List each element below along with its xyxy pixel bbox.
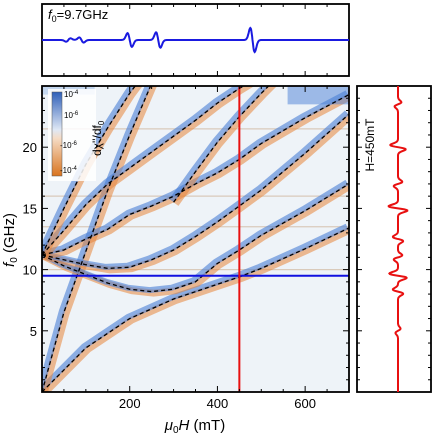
fit-curve-6 — [42, 86, 136, 256]
x-tick-label: 600 — [294, 396, 316, 411]
resonance-positive-1 — [42, 86, 152, 392]
colorbar-ticks: 10-4 10-6 -10-6 -10-4 — [60, 90, 79, 175]
fit-curve-4 — [42, 94, 349, 256]
right-trace — [387, 86, 409, 392]
y-tick-label: 15 — [23, 201, 37, 216]
y-tick-label: 20 — [23, 140, 37, 155]
resonance-negative-7 — [172, 86, 277, 206]
resonance-negative-1 — [42, 86, 157, 392]
right-panel-label: H=450mT — [363, 118, 377, 172]
right-panel — [356, 85, 432, 393]
top-panel-label: f0=9.7GHz — [48, 7, 108, 24]
colorbar — [51, 91, 63, 177]
y-axis-label: f0 (GHz) — [1, 213, 20, 267]
resonance-positive-0 — [42, 223, 349, 392]
top-label-sym: f — [48, 7, 53, 22]
resonance-negative-0 — [42, 226, 349, 392]
y-tick-label: 5 — [30, 324, 37, 339]
fit-curve-1 — [42, 86, 152, 392]
colorbar-tick-3: -10-6 — [60, 141, 78, 150]
fit-curve-5 — [42, 86, 245, 256]
fit-curves — [42, 86, 349, 392]
colorbar-tick-4: -10-4 — [60, 166, 78, 175]
main-axis-ticks — [41, 85, 350, 393]
top-trace — [42, 26, 349, 54]
colorbar-label: dχ''/df0 — [90, 120, 106, 156]
colorbar-tick-2: 10-6 — [64, 111, 79, 120]
top-label-sub: 0 — [52, 14, 57, 24]
y-tick-label: 10 — [23, 263, 37, 278]
resonance-positive-2 — [42, 179, 349, 294]
resonance-positive-5 — [42, 86, 245, 256]
y-tick-labels: 5 10 15 20 — [23, 140, 37, 339]
resonance-negative-6 — [42, 86, 143, 258]
fit-curve-0 — [42, 227, 349, 392]
resonance-positive-4 — [42, 90, 349, 257]
x-tick-label: 200 — [119, 396, 141, 411]
x-axis-label: μ0H (mT) — [164, 417, 225, 436]
x-tick-label: 400 — [207, 396, 229, 411]
corner-patch — [287, 86, 349, 105]
fit-curve-3 — [42, 113, 349, 270]
resonance-positive-7 — [169, 86, 270, 203]
resonance-positive-3 — [42, 110, 349, 270]
x-tick-labels: 200 400 600 — [119, 396, 316, 411]
fit-curve-7 — [173, 86, 270, 203]
top-label-val: =9.7GHz — [57, 7, 109, 22]
resonance-negative-5 — [42, 86, 255, 259]
right-panel-ticks — [357, 85, 431, 393]
colorbar-tick-1: 10-4 — [64, 90, 79, 99]
top-panel-ticks — [41, 4, 350, 76]
